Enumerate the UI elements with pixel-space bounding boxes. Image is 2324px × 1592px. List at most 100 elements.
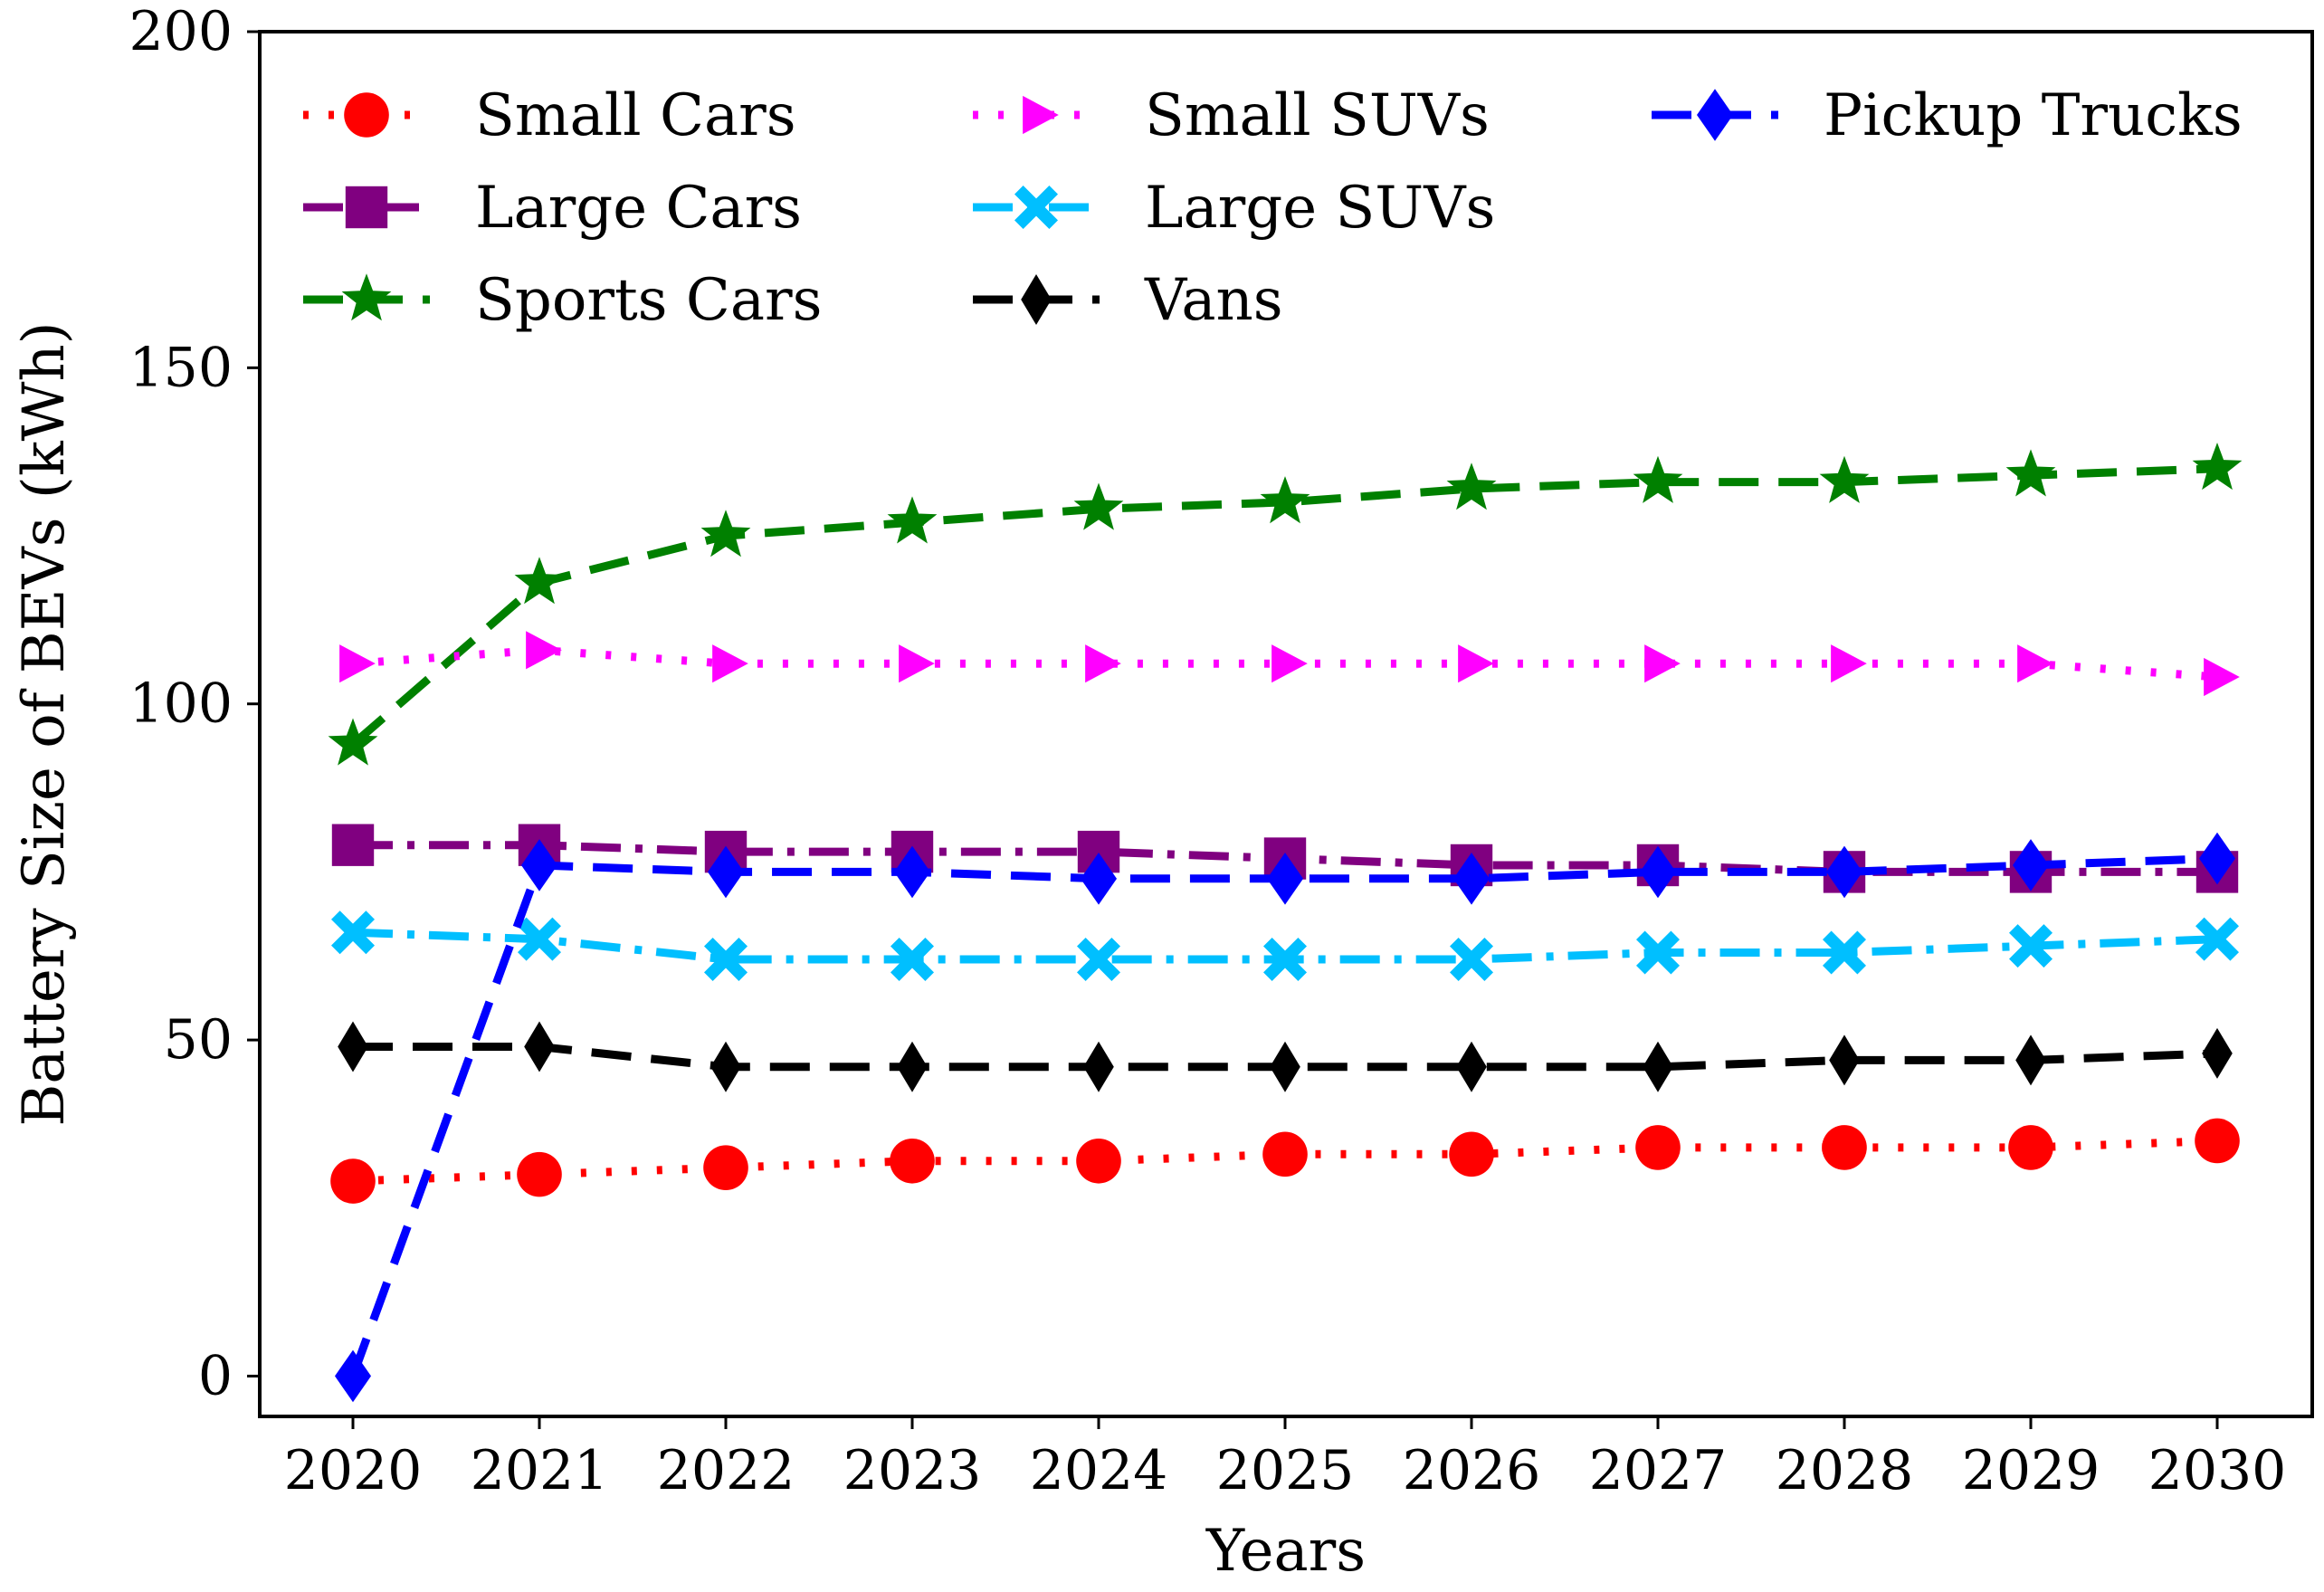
legend-item-large-suvs: Large SUVs xyxy=(973,175,1495,242)
data-point-small-suvs-2021 xyxy=(526,631,562,670)
data-point-pickup-trucks-2021 xyxy=(521,839,557,891)
data-point-vans-2025 xyxy=(1270,1041,1300,1092)
legend-item-small-cars: Small Cars xyxy=(303,82,796,149)
y-tick-label: 50 xyxy=(164,1008,233,1072)
data-point-pickup-trucks-2020 xyxy=(335,1349,371,1403)
data-point-vans-2022 xyxy=(710,1041,741,1092)
data-point-small-cars-2027 xyxy=(1635,1125,1681,1170)
y-tick-label: 150 xyxy=(129,336,233,399)
y-axis-ticks: 0 50 100 150 200 xyxy=(129,0,260,1407)
series-small-cars xyxy=(330,1118,2240,1204)
data-point-large-suvs-2027 xyxy=(1636,930,1680,975)
data-point-pickup-trucks-2028 xyxy=(1826,845,1862,899)
legend-marker xyxy=(1023,95,1059,135)
data-point-small-cars-2021 xyxy=(517,1151,562,1197)
legend-label: Large SUVs xyxy=(1145,175,1495,242)
legend-marker xyxy=(1014,186,1058,229)
legend-label: Small SUVs xyxy=(1145,82,1490,149)
series-layer xyxy=(328,443,2243,1403)
data-point-sports-cars-2021 xyxy=(514,557,565,605)
data-point-sports-cars-2024 xyxy=(1073,482,1124,530)
data-point-sports-cars-2020 xyxy=(328,718,378,766)
data-point-vans-2027 xyxy=(1643,1041,1673,1092)
data-point-large-suvs-2021 xyxy=(518,917,561,961)
legend-label: Vans xyxy=(1144,267,1283,334)
x-tick-label: 2025 xyxy=(1216,1439,1355,1502)
plot-frame xyxy=(258,30,2314,1418)
y-axis-label: Battery Size of BEVs (kWh) xyxy=(11,321,78,1126)
legend-marker xyxy=(345,186,388,229)
series-large-suvs xyxy=(331,910,2239,981)
data-point-small-cars-2024 xyxy=(1076,1138,1121,1184)
x-tick-label: 2030 xyxy=(2148,1439,2287,1502)
data-point-small-cars-2030 xyxy=(2195,1118,2240,1164)
data-point-small-suvs-2029 xyxy=(2017,644,2053,683)
data-point-sports-cars-2028 xyxy=(1819,455,1870,503)
data-point-large-suvs-2022 xyxy=(704,937,748,981)
data-point-vans-2023 xyxy=(897,1041,928,1092)
data-point-small-suvs-2023 xyxy=(899,644,935,683)
legend-label: Large Cars xyxy=(475,175,802,242)
data-point-small-cars-2023 xyxy=(890,1138,935,1184)
data-point-vans-2024 xyxy=(1083,1041,1114,1092)
data-point-small-suvs-2022 xyxy=(712,644,748,683)
data-point-small-cars-2022 xyxy=(703,1145,748,1190)
data-point-pickup-trucks-2030 xyxy=(2199,832,2235,885)
data-point-small-suvs-2030 xyxy=(2204,657,2240,697)
x-tick-label: 2027 xyxy=(1589,1439,1728,1502)
data-point-vans-2026 xyxy=(1456,1041,1487,1092)
data-point-large-suvs-2028 xyxy=(1823,930,1866,975)
x-axis-ticks: 2020 2021 2022 2023 2024 2025 2026 2027 2028 2029… xyxy=(284,1416,2287,1502)
data-point-vans-2030 xyxy=(2202,1027,2233,1079)
legend-item-sports-cars: Sports Cars xyxy=(303,267,822,334)
legend-marker xyxy=(344,92,389,138)
data-point-sports-cars-2026 xyxy=(1446,462,1497,510)
data-point-sports-cars-2023 xyxy=(887,496,938,544)
data-point-large-suvs-2026 xyxy=(1450,937,1493,981)
data-point-vans-2029 xyxy=(2015,1034,2046,1086)
data-point-large-suvs-2030 xyxy=(2195,917,2239,961)
y-tick-label: 100 xyxy=(129,672,233,736)
data-point-small-cars-2026 xyxy=(1449,1131,1494,1177)
data-point-large-cars-2020 xyxy=(331,824,375,866)
legend-item-pickup-trucks: Pickup Trucks xyxy=(1652,82,2243,149)
data-point-large-suvs-2023 xyxy=(891,937,934,981)
series-small-suvs xyxy=(339,631,2240,697)
legend-marker xyxy=(341,273,392,321)
legend-label: Sports Cars xyxy=(475,267,822,334)
legend-item-large-cars: Large Cars xyxy=(303,175,802,242)
data-point-sports-cars-2022 xyxy=(700,510,751,558)
y-tick-label: 0 xyxy=(198,1344,233,1407)
data-point-sports-cars-2025 xyxy=(1260,476,1310,524)
data-point-small-suvs-2025 xyxy=(1272,644,1308,683)
data-point-vans-2028 xyxy=(1829,1034,1860,1086)
data-point-pickup-trucks-2029 xyxy=(2013,839,2049,891)
x-tick-label: 2022 xyxy=(657,1439,795,1502)
data-point-pickup-trucks-2022 xyxy=(708,845,744,899)
data-point-pickup-trucks-2027 xyxy=(1640,845,1676,899)
data-point-small-suvs-2027 xyxy=(1644,644,1681,683)
x-tick-label: 2028 xyxy=(1776,1439,1914,1502)
legend: Small Cars Large Cars Sports Cars Small SUV… xyxy=(303,82,2243,334)
series-vans xyxy=(338,1021,2233,1092)
data-point-sports-cars-2027 xyxy=(1633,455,1683,503)
legend-label: Small Cars xyxy=(475,82,796,149)
data-point-small-cars-2029 xyxy=(2008,1125,2053,1170)
legend-marker xyxy=(1697,89,1733,141)
x-axis-label: Years xyxy=(1205,1518,1366,1585)
data-point-pickup-trucks-2026 xyxy=(1453,853,1490,905)
data-point-sports-cars-2029 xyxy=(2005,449,2056,497)
legend-item-vans: Vans xyxy=(973,267,1283,334)
data-point-small-cars-2025 xyxy=(1262,1131,1308,1177)
data-point-large-suvs-2020 xyxy=(331,910,375,955)
data-point-pickup-trucks-2023 xyxy=(894,845,930,899)
x-tick-label: 2024 xyxy=(1030,1439,1168,1502)
series-pickup-trucks xyxy=(335,832,2235,1403)
x-tick-label: 2023 xyxy=(843,1439,982,1502)
data-point-large-suvs-2029 xyxy=(2009,924,2053,968)
x-tick-label: 2020 xyxy=(284,1439,423,1502)
data-point-vans-2020 xyxy=(338,1021,368,1072)
x-tick-label: 2021 xyxy=(471,1439,609,1502)
